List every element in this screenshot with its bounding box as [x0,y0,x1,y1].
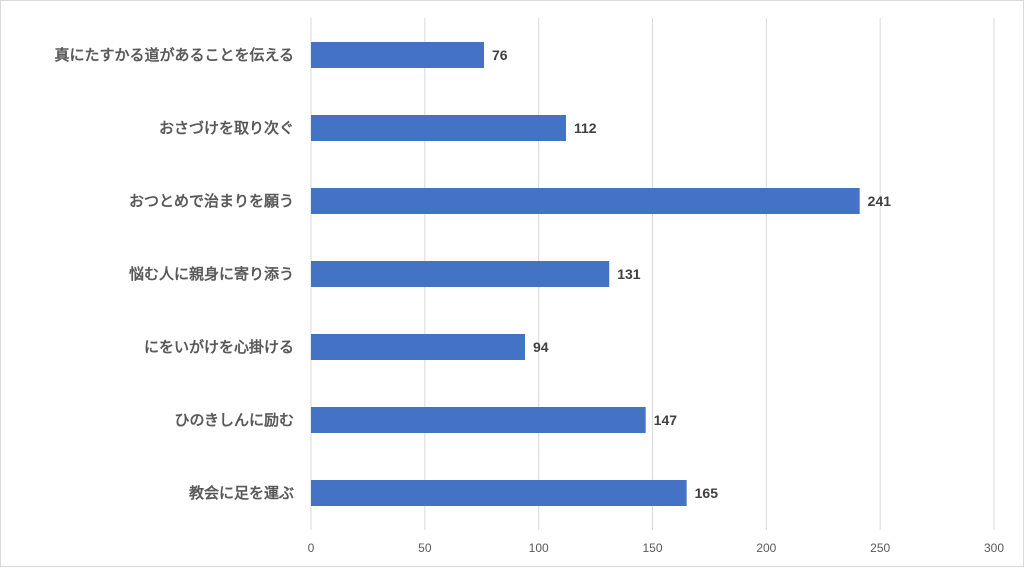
bar-0 [311,42,485,68]
category-label-4: にをいがけを心掛ける [144,338,294,356]
category-label-6: 教会に足を運ぶ [188,484,294,502]
x-tick-label-150: 150 [642,541,662,555]
bar-5 [311,407,646,433]
data-label-3: 131 [617,266,641,282]
bar-6 [311,480,687,506]
x-tick-label-300: 300 [984,541,1004,555]
bar-1 [311,115,566,141]
category-label-3: 悩む人に親身に寄り添う [128,265,294,283]
bar-2 [311,188,860,214]
x-tick-label-50: 50 [418,541,432,555]
category-label-1: おさづけを取り次ぐ [159,119,294,137]
x-tick-label-100: 100 [529,541,549,555]
data-label-2: 241 [868,193,892,209]
category-label-0: 真にたすかる道があることを伝える [54,46,294,64]
category-label-5: ひのきしんに励む [174,411,294,429]
data-label-0: 76 [492,47,508,63]
gridlines [310,18,995,530]
category-label-2: おつとめで治まりを願う [129,192,294,210]
data-label-5: 147 [654,412,678,428]
data-label-1: 112 [574,120,597,136]
data-label-4: 94 [533,339,549,355]
bars [311,42,860,506]
labels: 0 50 100 150 200 250 300 真にたすかる道があることを伝える 76 おさづけ… [54,46,1004,555]
x-tick-label-200: 200 [756,541,776,555]
x-tick-label-250: 250 [870,541,890,555]
data-label-6: 165 [695,485,719,501]
bar-4 [311,334,526,360]
x-tick-label-0: 0 [308,541,315,555]
bar-3 [311,261,610,287]
